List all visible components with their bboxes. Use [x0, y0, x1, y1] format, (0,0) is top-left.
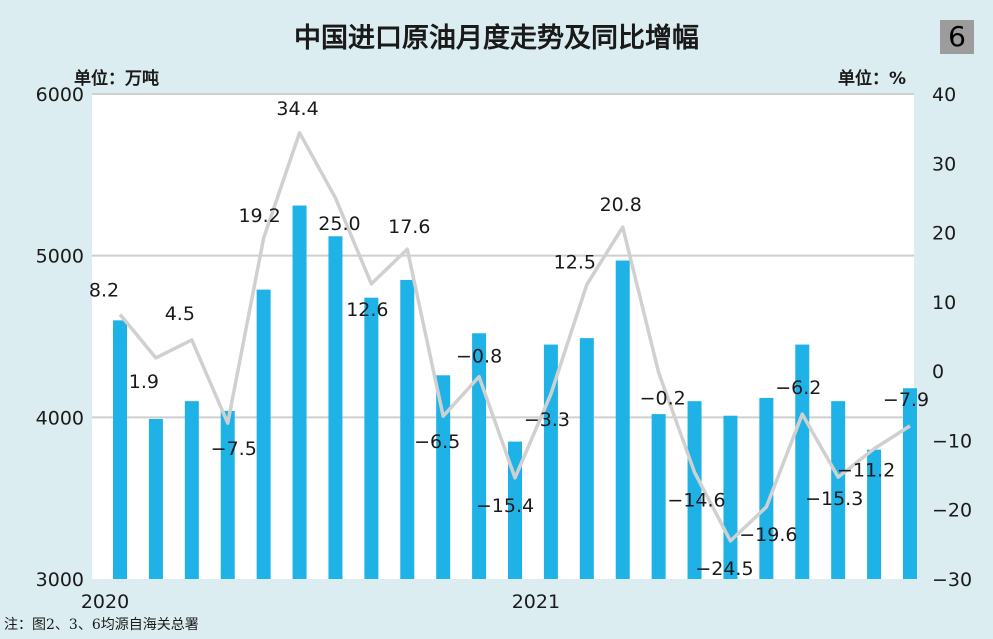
data-label: −11.2: [837, 460, 895, 482]
bar: [220, 410, 235, 579]
data-label: 12.5: [554, 252, 596, 274]
bar: [436, 375, 451, 579]
left-tick-label: 3000: [36, 569, 84, 591]
yoy-line: [118, 131, 911, 543]
data-label: −7.5: [211, 438, 257, 460]
data-label: −19.6: [739, 524, 797, 546]
x-axis-label: 2021: [512, 591, 560, 613]
right-tick-label: 20: [932, 223, 956, 245]
right-tick-label: 30: [932, 153, 956, 175]
right-tick-label: −10: [932, 430, 972, 452]
right-tick-label: −30: [932, 569, 972, 591]
bar: [867, 449, 882, 579]
bar: [759, 397, 774, 579]
data-label: −6.2: [775, 377, 821, 399]
data-label: 25.0: [318, 213, 360, 235]
bar: [400, 279, 415, 579]
bar: [831, 401, 846, 579]
bar: [795, 344, 810, 579]
bar: [256, 289, 271, 579]
bar: [579, 338, 594, 579]
bar: [364, 297, 379, 579]
x-axis-label: 2020: [81, 591, 129, 613]
right-axis-ticks: −30 −20 −10 0 10 20 30 40: [932, 84, 972, 591]
data-label: −3.3: [524, 409, 570, 431]
right-tick-label: 0: [932, 361, 944, 383]
data-label: 19.2: [238, 205, 280, 227]
left-tick-label: 4000: [36, 407, 84, 429]
data-label: −14.6: [667, 489, 725, 511]
bar: [328, 236, 343, 579]
right-tick-label: −20: [932, 500, 972, 522]
data-label: 8.2: [89, 279, 119, 301]
bar: [292, 205, 307, 580]
chart-title: 中国进口原油月度走势及同比增幅: [294, 23, 699, 54]
data-label: 34.4: [276, 98, 318, 120]
left-axis-unit: 单位：万吨: [74, 69, 159, 89]
data-labels: 8.2 1.9 4.5 −7.5 19.2 34.4 25.0 12.6 17.6 −6.5 −0.…: [89, 98, 929, 580]
right-tick-label: 10: [932, 292, 956, 314]
data-label: −7.9: [883, 389, 929, 411]
data-label: −15.3: [805, 488, 863, 510]
left-tick-label: 5000: [36, 246, 84, 268]
bar: [903, 388, 917, 579]
right-axis-unit: 单位：%: [838, 69, 907, 89]
data-label: −0.2: [640, 388, 686, 410]
left-axis-ticks: 3000 4000 5000 6000: [36, 84, 84, 591]
data-label: 1.9: [129, 371, 159, 393]
bar: [148, 418, 163, 579]
right-tick-label: 40: [932, 84, 956, 106]
figure-number-badge: 6: [940, 20, 974, 54]
data-label: 17.6: [388, 216, 430, 238]
source-note: 注：图2、3、6均源自海关总署: [4, 617, 199, 633]
bar: [184, 401, 199, 579]
bar: [113, 320, 127, 579]
bar: [508, 441, 522, 579]
data-label: 12.6: [346, 299, 388, 321]
data-label: 4.5: [165, 303, 195, 325]
x-axis-labels: 2020 2021: [81, 591, 560, 613]
data-label: 20.8: [600, 194, 642, 216]
bar: [651, 414, 666, 579]
data-label: −6.5: [414, 431, 460, 453]
data-label: −15.4: [476, 495, 534, 517]
line-series: [118, 131, 911, 543]
bar: [615, 260, 630, 579]
bar: [687, 401, 702, 579]
left-tick-label: 6000: [36, 84, 84, 106]
bar: [472, 333, 487, 579]
data-label: −24.5: [695, 558, 753, 580]
data-label: −0.8: [456, 346, 502, 368]
